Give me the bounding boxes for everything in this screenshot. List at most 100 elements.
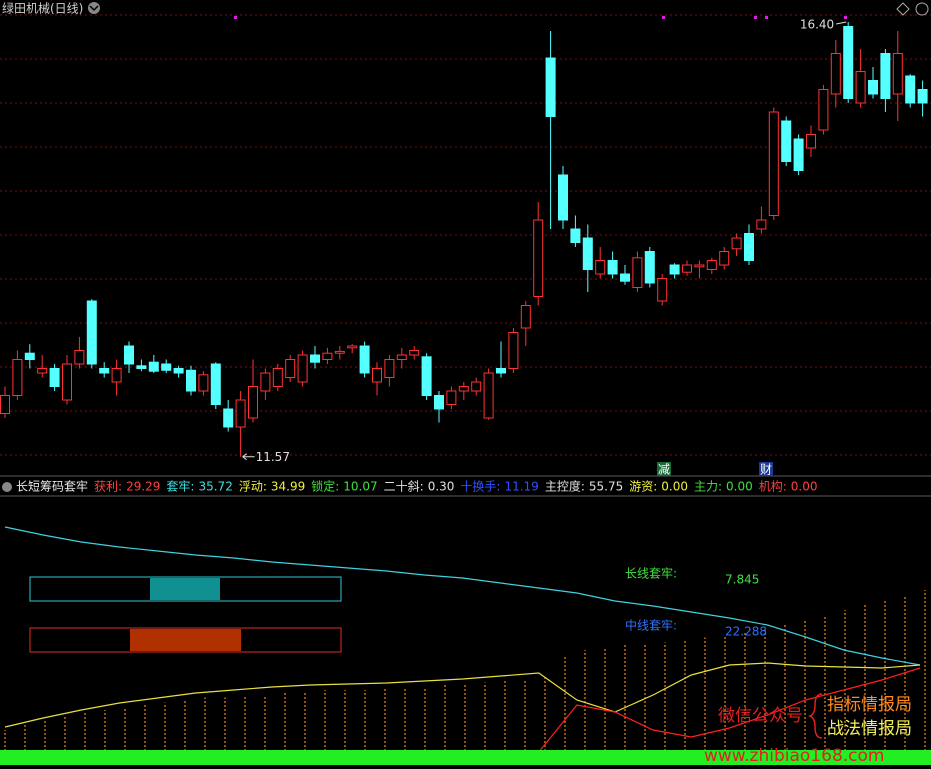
candle-body (359, 345, 370, 374)
indicator-label: 二十斜: (384, 480, 424, 494)
candle-body (917, 89, 928, 104)
marker (662, 16, 665, 19)
candle-body (731, 237, 742, 250)
candle-body (768, 111, 779, 216)
close-button[interactable] (915, 2, 929, 16)
low-label: 11.57 (256, 450, 290, 464)
candle-body (607, 260, 618, 275)
candle-body (260, 372, 271, 392)
indicator-value: 34.99 (271, 480, 305, 494)
stock-title: 绿田机械(日线) (2, 1, 83, 16)
indicator-value: 0.00 (726, 480, 753, 494)
candle-body (235, 399, 246, 428)
high-label: 16.40 (800, 18, 834, 32)
signal-badge (657, 462, 671, 476)
candle-body (285, 359, 296, 378)
brace (807, 693, 823, 739)
panel-label: 中线套牢: (625, 618, 677, 633)
panel-value: 7.845 (725, 573, 759, 587)
indicator-label: 获利: (94, 480, 122, 494)
indicator-label: 机构: (759, 479, 787, 494)
candle-body (421, 356, 432, 396)
signal-badge (759, 462, 773, 476)
menu-chevron (89, 5, 99, 12)
candle-body (409, 350, 420, 356)
watermark: 战法情报局 (827, 719, 912, 739)
watermark: 微信公众号 (718, 706, 803, 726)
candle-body (24, 352, 35, 361)
candle-body (396, 354, 407, 360)
panel-label: 长线套牢: (625, 566, 677, 581)
candle-body (880, 53, 891, 99)
panel-value: 22.288 (725, 625, 767, 639)
candle-body (384, 359, 395, 378)
watermark: 指标情报局 (827, 695, 912, 715)
annotation-arrow (242, 453, 255, 461)
candle-body (62, 363, 72, 401)
indicator-line (4, 526, 921, 666)
candle-body (682, 264, 692, 273)
volume-strip (0, 750, 931, 765)
candle-body (793, 138, 804, 171)
menu-button[interactable] (2, 482, 12, 492)
indicator-title: 长短筹码套牢 (16, 479, 88, 494)
candle-body (644, 251, 655, 284)
candle-body (483, 372, 494, 419)
toggle-button[interactable] (896, 2, 910, 16)
candle-body (12, 359, 23, 396)
candle-body (905, 75, 916, 104)
candle-body (595, 260, 606, 275)
range-fill (130, 629, 241, 651)
candle-body (669, 264, 680, 275)
candle-body (111, 368, 122, 383)
grid (0, 14, 931, 456)
candle-body (458, 386, 469, 392)
indicator-label: 套牢: (166, 479, 194, 494)
candle-body (372, 368, 382, 383)
candle-body (892, 53, 903, 95)
candle-body (496, 368, 506, 374)
indicator-line (538, 667, 921, 753)
candle-body (334, 350, 345, 354)
indicator-value: 29.29 (126, 480, 160, 494)
candle-body (781, 120, 792, 162)
candle-body (434, 395, 444, 410)
indicator-label: 主力: (694, 480, 722, 494)
range-fill (150, 578, 220, 600)
menu-button[interactable] (88, 2, 100, 14)
candle-body (148, 361, 159, 372)
candle-body (694, 264, 705, 268)
candle-body (173, 368, 184, 374)
indicator-value: 0.00 (661, 480, 688, 494)
indicator-label: 浮动: (239, 480, 267, 494)
candle-body (347, 345, 358, 349)
candle-body (818, 89, 829, 131)
candle-body (582, 237, 593, 270)
signal: 减 (658, 463, 670, 477)
range-box (29, 576, 342, 602)
candle-body (843, 26, 854, 99)
indicator-value: 0.30 (428, 480, 455, 494)
indicator-value: 11.19 (504, 480, 538, 494)
candle-body (49, 368, 60, 387)
candle-body (74, 350, 85, 365)
candle-body (545, 57, 556, 117)
candle-body (99, 368, 110, 374)
candle-body (533, 219, 544, 297)
range-box (29, 627, 342, 653)
candle-body (161, 363, 172, 371)
candle-body (272, 368, 283, 387)
candle-body (830, 53, 841, 95)
candle-body (223, 408, 234, 428)
candle-body (508, 332, 519, 369)
signal: 财 (760, 463, 772, 477)
candle-body (719, 251, 730, 266)
candle-body (446, 390, 457, 405)
indicator-value: 55.75 (589, 480, 623, 494)
candle-body (37, 368, 48, 374)
marker (754, 16, 757, 19)
watermark-url: www.zhibiao168.com (704, 746, 884, 766)
indicator-line (4, 662, 921, 728)
